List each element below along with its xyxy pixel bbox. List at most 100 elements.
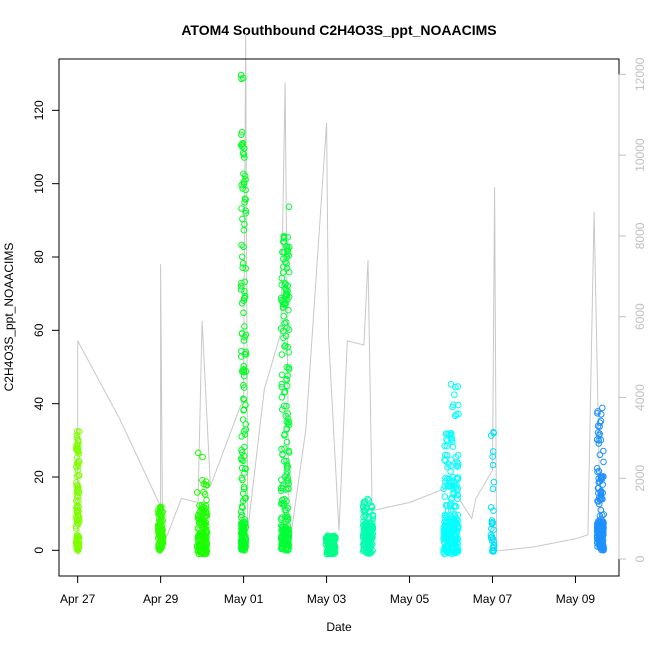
data-point	[194, 525, 202, 532]
y2-tick-label: 6000	[633, 303, 647, 330]
data-point	[360, 524, 368, 532]
data-point	[238, 279, 245, 287]
series-9	[593, 404, 608, 554]
data-point	[240, 243, 247, 251]
data-point	[284, 463, 292, 470]
data-point	[241, 154, 248, 161]
data-point	[283, 264, 291, 272]
data-point	[201, 513, 208, 521]
data-point	[238, 456, 245, 464]
data-point	[452, 525, 459, 533]
data-point	[238, 253, 246, 261]
data-point	[241, 199, 248, 206]
data-point	[75, 458, 83, 465]
data-point	[238, 527, 246, 535]
data-point	[323, 550, 331, 558]
data-point	[322, 534, 330, 542]
x-tick-label: May 01	[224, 592, 264, 606]
data-point	[454, 401, 462, 409]
data-point	[240, 362, 247, 370]
data-point	[597, 542, 604, 549]
data-point	[598, 476, 605, 484]
data-point	[199, 476, 206, 484]
data-point	[447, 381, 455, 388]
data-point	[599, 524, 607, 532]
data-point	[73, 432, 81, 439]
data-point	[241, 172, 249, 180]
data-point	[155, 544, 162, 551]
data-point	[283, 471, 291, 478]
data-point	[448, 529, 455, 537]
data-point	[365, 550, 372, 557]
data-point	[441, 493, 449, 500]
y-tick-label: 100	[32, 173, 46, 193]
y2-tick-label: 2000	[633, 465, 647, 492]
data-point	[360, 546, 368, 554]
data-point	[241, 288, 248, 295]
y-tick-label: 120	[32, 100, 46, 120]
data-point	[451, 412, 459, 420]
x-axis-label: Date	[326, 620, 352, 634]
y-axis: 0 20 40 60 80 100 120	[32, 100, 60, 554]
data-point	[73, 464, 80, 471]
data-point	[454, 383, 462, 390]
data-point	[594, 429, 602, 436]
data-point	[241, 323, 248, 330]
data-point	[202, 502, 210, 510]
data-point	[193, 489, 201, 496]
data-point	[285, 326, 293, 334]
data-point	[454, 491, 462, 499]
data-point	[241, 221, 248, 228]
data-point	[325, 550, 333, 558]
data-point	[157, 506, 165, 513]
data-point	[329, 540, 337, 548]
data-point	[284, 415, 292, 423]
data-point	[157, 527, 165, 535]
data-point	[281, 531, 289, 539]
data-point	[73, 492, 81, 499]
data-point	[73, 482, 80, 489]
data-point	[279, 406, 286, 413]
data-point	[361, 523, 368, 531]
data-point	[239, 416, 247, 423]
series-4	[277, 203, 293, 554]
data-point	[285, 349, 293, 356]
data-point	[444, 430, 451, 438]
data-point	[488, 525, 495, 533]
data-point	[284, 234, 292, 241]
data-point	[242, 196, 249, 203]
data-point	[238, 534, 246, 541]
y-tick-label: 40	[32, 397, 46, 411]
data-point	[364, 542, 371, 550]
data-point	[278, 351, 286, 358]
data-point	[600, 458, 607, 466]
data-point	[448, 477, 456, 485]
data-point	[281, 343, 288, 350]
data-point	[283, 364, 291, 371]
data-point	[283, 290, 291, 298]
data-point	[282, 287, 290, 294]
x-tick-label: May 05	[390, 592, 430, 606]
data-point	[203, 496, 210, 504]
data-point	[242, 537, 249, 545]
data-point	[281, 388, 289, 396]
data-point	[240, 170, 247, 178]
y2-tick-label: 10000	[633, 138, 647, 172]
data-point	[242, 523, 250, 531]
data-point	[156, 526, 163, 534]
y2-tick-label: 0	[633, 555, 647, 562]
data-point	[285, 418, 293, 426]
series-5	[322, 532, 339, 558]
data-point	[285, 252, 293, 259]
data-point	[197, 548, 204, 555]
data-point	[597, 411, 605, 418]
data-point	[241, 278, 248, 286]
data-point	[280, 530, 287, 537]
data-point	[279, 269, 287, 276]
data-point	[203, 548, 210, 555]
data-point	[489, 461, 497, 469]
data-point	[453, 474, 460, 482]
data-point	[444, 437, 451, 445]
data-point	[441, 456, 448, 464]
data-point	[73, 516, 81, 524]
